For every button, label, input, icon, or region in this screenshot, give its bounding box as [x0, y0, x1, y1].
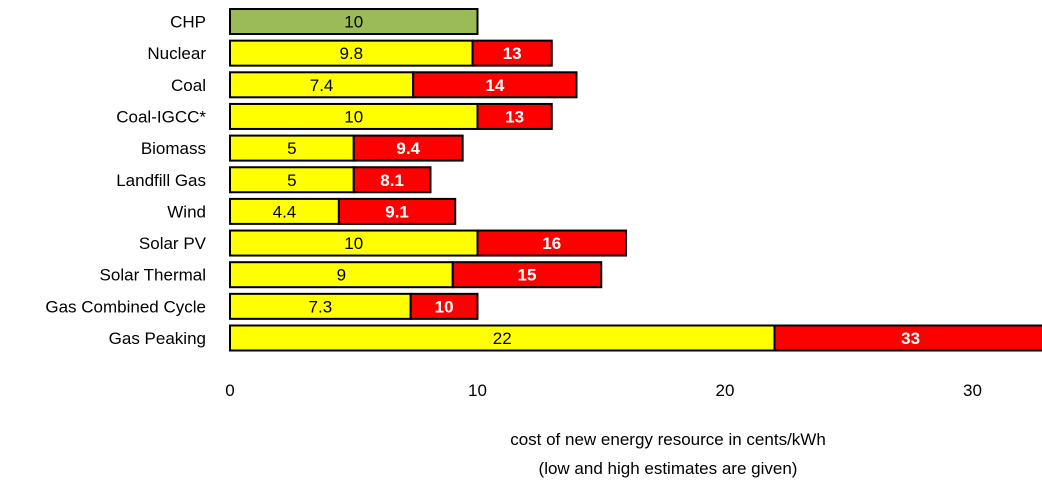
bar-high-landfill-gas	[352, 166, 432, 194]
bar-high-gas-peaking	[773, 324, 1042, 352]
x-tick-label-30: 30	[963, 381, 982, 400]
bar-low-landfill-gas	[229, 166, 355, 194]
data-label-low-wind: 4.4	[273, 202, 297, 221]
bar-low-biomass	[229, 134, 355, 162]
category-label-landfill-gas: Landfill Gas	[116, 171, 206, 190]
x-tick-label-20: 20	[716, 381, 735, 400]
data-label-low-gas-combined-cycle: 7.3	[309, 297, 333, 316]
category-label-gas-combined-cycle: Gas Combined Cycle	[45, 297, 206, 316]
x-axis-ticks: 0 10 20 30	[225, 381, 982, 400]
data-label-high-gas-peaking: 33	[901, 329, 920, 348]
data-label-low-nuclear: 9.8	[339, 44, 363, 63]
data-label-high-coal-igcc: 13	[505, 107, 524, 126]
bar-high-wind	[337, 197, 457, 225]
bar-high-solar-thermal	[451, 261, 603, 289]
bar-low-coal-igcc	[229, 102, 479, 130]
bars-group: 10 9.8 13 7.4 14 10 13 5 9.4 5 8.1 4.4 9.1 10 16 9 15 7.3…	[229, 8, 1042, 352]
category-label-biomass: Biomass	[141, 139, 206, 158]
data-label-high-nuclear: 13	[503, 44, 522, 63]
data-label-low-biomass: 5	[287, 139, 296, 158]
data-label-low-chp: 10	[344, 13, 363, 32]
bar-low-wind	[229, 197, 340, 225]
category-label-chp: CHP	[170, 13, 206, 32]
bar-low-solar-thermal	[229, 261, 454, 289]
x-axis-sublabel: (low and high estimates are given)	[539, 459, 798, 478]
bar-high-biomass	[352, 134, 464, 162]
data-label-high-solar-pv: 16	[542, 234, 561, 253]
data-label-high-coal: 14	[485, 76, 504, 95]
bar-high-solar-pv	[476, 229, 627, 257]
category-labels: CHP Nuclear Coal Coal-IGCC* Biomass Landfill …	[45, 13, 206, 349]
data-label-low-coal: 7.4	[310, 76, 334, 95]
x-tick-label-10: 10	[468, 381, 487, 400]
data-label-high-solar-thermal: 15	[518, 266, 537, 285]
bar-high-nuclear	[471, 39, 553, 67]
data-label-low-solar-thermal: 9	[337, 266, 346, 285]
data-label-low-solar-pv: 10	[344, 234, 363, 253]
bar-high-gas-combined-cycle	[409, 292, 479, 320]
x-axis-label: cost of new energy resource in cents/kWh	[510, 430, 826, 449]
bar-low-chp	[229, 8, 479, 35]
data-label-high-wind: 9.1	[385, 202, 409, 221]
category-label-solar-thermal: Solar Thermal	[100, 266, 206, 285]
category-label-coal: Coal	[171, 76, 206, 95]
category-label-nuclear: Nuclear	[147, 44, 206, 63]
data-label-low-landfill-gas: 5	[287, 171, 296, 190]
data-label-low-gas-peaking: 22	[493, 329, 512, 348]
category-label-solar-pv: Solar PV	[139, 234, 207, 253]
bar-low-solar-pv	[229, 229, 479, 257]
category-label-gas-peaking: Gas Peaking	[109, 329, 206, 348]
data-label-high-biomass: 9.4	[396, 139, 420, 158]
bar-high-coal-igcc	[476, 102, 553, 130]
category-label-coal-igcc: Coal-IGCC*	[116, 107, 206, 126]
category-label-wind: Wind	[167, 202, 206, 221]
bar-low-gas-peaking	[229, 324, 776, 352]
data-label-low-coal-igcc: 10	[344, 107, 363, 126]
x-tick-label-0: 0	[225, 381, 234, 400]
bar-low-nuclear	[229, 39, 474, 67]
bar-high-coal	[412, 71, 578, 99]
data-label-high-gas-combined-cycle: 10	[435, 297, 454, 316]
data-label-high-landfill-gas: 8.1	[380, 171, 404, 190]
